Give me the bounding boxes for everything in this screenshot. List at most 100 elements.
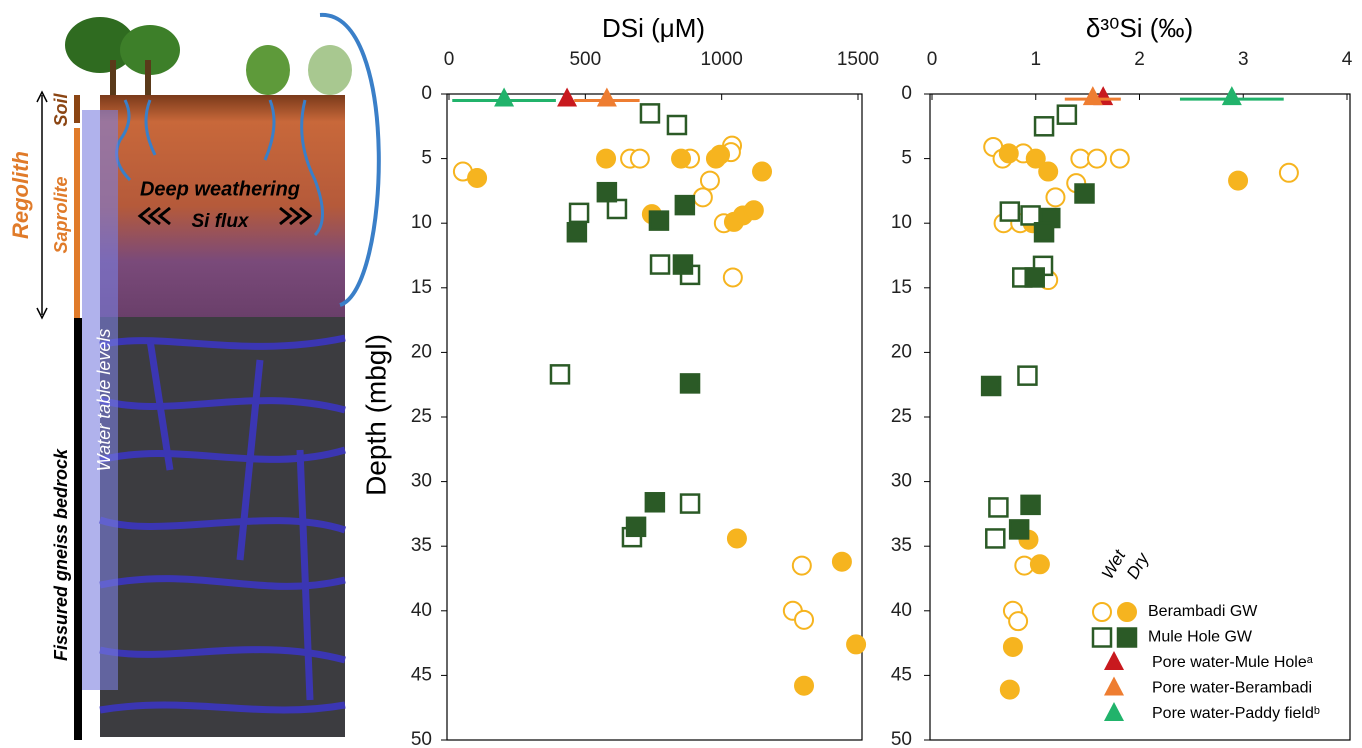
circle-wet [699,170,720,191]
legend-marker [1104,702,1124,721]
y-tick-label: 25 [411,406,432,427]
legend-label: Pore water-Paddy fieldᵇ [1152,705,1320,722]
legend-header: Wet [1098,546,1130,583]
bedrock-label: Fissured gneiss bedrock [51,448,71,661]
x-tick-label: 4 [1342,49,1353,70]
square-wet [1017,365,1038,386]
legend-header: Dry [1123,549,1153,583]
legend-marker [1117,602,1137,622]
square-dry [679,373,701,394]
legend-label: Berambadi GW [1148,603,1258,620]
y-tick-label: 0 [901,83,912,104]
square-wet [568,202,590,224]
circle-dry [596,148,617,169]
square-dry [672,254,694,275]
circle-dry [1038,161,1059,182]
x-tick-label: 2 [1134,49,1145,70]
circle-wet [791,555,812,576]
y-tick-label: 5 [901,148,912,169]
square-dry [648,210,670,231]
triangle-marker [1221,86,1242,106]
y-tick-label: 45 [411,664,432,685]
circle-dry [467,167,488,188]
vegetation [65,17,352,95]
x-tick-label: 0 [927,49,938,70]
circle-wet [1086,148,1107,169]
water-table-bar [82,110,118,690]
circle-wet [1045,187,1066,208]
square-dry [625,516,647,538]
circle-dry [831,551,852,572]
square-wet [988,497,1009,518]
circle-dry [710,144,731,165]
circle-wet [1278,162,1299,183]
x-tick-label: 1 [1030,49,1041,70]
y-tick-label: 30 [411,471,432,492]
square-wet [999,201,1021,222]
legend-marker [1116,627,1138,648]
x-tick-label: 3 [1238,49,1249,70]
plot-frame [446,93,863,741]
y-tick-label: 20 [411,341,432,362]
y-tick-label: 40 [411,600,432,621]
legend-label: Pore water-Berambadi [1152,680,1312,697]
circle-wet [1109,148,1130,169]
circle-dry [1002,636,1023,657]
soil-label: Soil [51,93,71,127]
circle-dry [1228,170,1249,191]
y-axis-label: Depth (mbgl) [360,334,391,496]
circle-wet [1008,611,1029,632]
y-tick-label: 50 [891,729,912,748]
saprolite-bar [74,128,80,318]
square-dry [1033,221,1055,243]
square-dry [644,492,666,513]
circle-dry [743,200,764,221]
square-wet [985,528,1006,549]
circle-dry [846,634,867,655]
square-dry [566,221,588,243]
square-wet [679,493,701,514]
circle-wet [794,609,815,630]
fractures [98,334,347,714]
regolith-layer [100,95,345,317]
y-tick-label: 15 [411,277,432,298]
legend-label: Mule Hole GW [1148,629,1253,646]
circle-wet [1070,148,1091,169]
y-tick-label: 5 [421,148,432,169]
weathering-label: Deep weathering [140,178,300,200]
circle-wet [629,148,650,169]
flux-chevrons-right [279,206,313,226]
soil-bar [74,95,80,123]
flow-arrows [115,12,381,307]
y-tick-label: 10 [891,212,912,233]
square-dry [1020,494,1041,516]
square-wet [1020,205,1041,226]
y-tick-label: 50 [411,729,432,748]
square-dry [980,375,1002,397]
circle-dry [794,675,815,696]
water-table-label: Water table levels [94,329,114,472]
square-wet [1033,116,1055,137]
plot-frame [929,93,1351,741]
triangle-marker [494,87,515,107]
y-tick-label: 10 [411,212,432,233]
square-wet [666,114,688,136]
y-tick-label: 35 [891,535,912,556]
circle-dry [1029,554,1050,575]
flux-chevrons-left [137,206,171,226]
x-tick-label: 1500 [837,49,879,70]
y-tick-label: 20 [891,341,912,362]
x-axis-label: δ³⁰Si (‰) [1086,13,1193,43]
circle-wet [692,187,713,208]
square-dry [674,194,696,216]
square-dry [1024,267,1045,288]
square-wet [606,198,628,220]
y-tick-label: 0 [421,83,432,104]
triangle-marker [557,87,578,107]
y-tick-label: 15 [891,277,912,298]
legend-marker [1104,651,1124,670]
square-wet [639,103,661,124]
legend-label: Pore water-Mule Holeᵃ [1152,654,1314,671]
triangle-marker [596,87,617,107]
